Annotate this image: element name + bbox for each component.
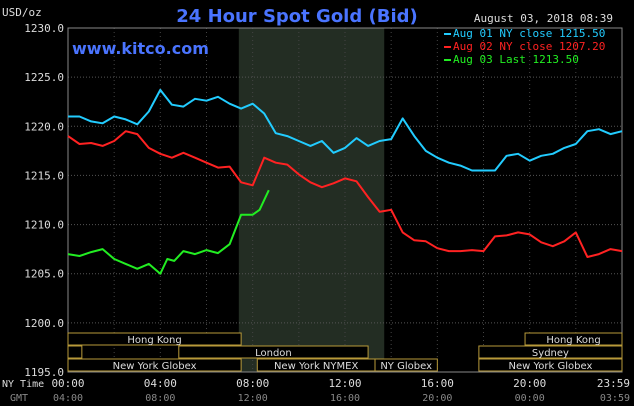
legend-entry: Aug 01 NY close 1215.50 — [453, 27, 605, 40]
x-tick-label-ny: 23:59 — [597, 377, 630, 390]
x-tick-label-ny: 12:00 — [328, 377, 361, 390]
series-line-1 — [68, 88, 623, 172]
market-hours-bar — [178, 345, 369, 359]
y-tick-label: 1220.0 — [24, 120, 64, 133]
market-hours-label: Hong Kong — [546, 335, 600, 346]
market-hours-label: NY Globex — [380, 361, 432, 372]
axis-labels: 1230.0 1225.0 1220.0 1215.0 1210.0 1205.0 1200… — [24, 22, 630, 404]
y-tick-label: 1225.0 — [24, 71, 64, 84]
y-tick-label: 1205.0 — [24, 268, 64, 281]
market-hours-bars: Hong Kong Hong Kong London Sydney New York G… — [67, 332, 623, 372]
y-tick-label: 1215.0 — [24, 169, 64, 182]
legend-entry: Aug 02 NY close 1207.20 — [453, 40, 605, 53]
legend-entry: Aug 03 Last 1213.50 — [453, 53, 579, 66]
x-tick-label-ny: 00:00 — [51, 377, 84, 390]
series-line-2 — [67, 130, 623, 258]
y-unit-label: USD/oz — [2, 6, 42, 19]
market-hours-label: Sydney — [532, 348, 569, 359]
y-tick-label: 1210.0 — [24, 219, 64, 232]
market-hours-bar — [478, 358, 623, 372]
timestamp: August 03, 2018 08:39 — [474, 12, 613, 25]
x-tick-label-ny: 16:00 — [421, 377, 454, 390]
x-tick-label-ny: 04:00 — [144, 377, 177, 390]
active-session-shading — [238, 28, 385, 372]
x-tick-label-gmt: 00:00 — [515, 393, 545, 404]
x-tick-label-gmt: 03:59 — [600, 393, 630, 404]
market-hours-label: New York Globex — [113, 361, 197, 372]
market-hours-bar — [478, 345, 623, 359]
market-hours-label: London — [255, 348, 292, 359]
x-tick-label-gmt: 08:00 — [145, 393, 175, 404]
x-row-label-gmt: GMT — [10, 393, 28, 404]
market-hours-label: New York NYMEX — [274, 361, 359, 372]
market-hours-bar — [67, 358, 242, 372]
plot-frame — [67, 27, 623, 373]
y-tick-label: 1230.0 — [24, 22, 64, 35]
x-tick-label-ny: 08:00 — [236, 377, 269, 390]
y-tick-label: 1200.0 — [24, 317, 64, 330]
x-tick-label-gmt: 12:00 — [238, 393, 268, 404]
x-row-label-ny: NY Time — [2, 379, 44, 390]
market-hours-label: New York Globex — [509, 361, 593, 372]
chart-title: 24 Hour Spot Gold (Bid) — [176, 6, 417, 27]
x-tick-label-gmt: 20:00 — [422, 393, 452, 404]
y-tick-label: 1195.0 — [24, 366, 64, 379]
market-hours-bar — [67, 345, 83, 359]
market-hours-bar — [67, 332, 242, 346]
website-label: www.kitco.com — [72, 39, 209, 58]
market-hours-bar — [524, 332, 623, 346]
x-tick-label-gmt: 16:00 — [330, 393, 360, 404]
market-hours-label: Hong Kong — [127, 335, 181, 346]
x-tick-label-ny: 20:00 — [513, 377, 546, 390]
series-line-3 — [67, 189, 270, 275]
market-hours-bar — [374, 358, 438, 372]
price-series — [67, 88, 623, 275]
x-tick-label-gmt: 04:00 — [53, 393, 83, 404]
